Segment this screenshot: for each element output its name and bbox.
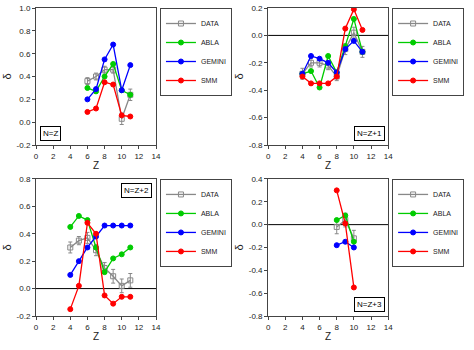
- svg-text:6: 6: [317, 152, 322, 161]
- svg-text:0: 0: [266, 152, 271, 161]
- svg-text:8: 8: [102, 323, 107, 332]
- svg-text:ABLA: ABLA: [433, 210, 451, 217]
- svg-text:δ: δ: [233, 244, 245, 250]
- svg-text:Z: Z: [325, 160, 331, 171]
- svg-text:6: 6: [317, 323, 322, 332]
- svg-text:6: 6: [85, 323, 90, 332]
- svg-text:DATA: DATA: [433, 20, 451, 27]
- svg-text:12: 12: [134, 152, 143, 161]
- svg-text:δ: δ: [1, 244, 13, 250]
- svg-text:12: 12: [367, 323, 376, 332]
- svg-text:8: 8: [334, 323, 339, 332]
- svg-text:0.2: 0.2: [251, 4, 263, 13]
- svg-text:GEMINI: GEMINI: [201, 229, 226, 236]
- svg-text:DATA: DATA: [433, 191, 451, 198]
- svg-text:0.0: 0.0: [19, 118, 31, 127]
- svg-text:ABLA: ABLA: [201, 39, 219, 46]
- svg-text:SMM: SMM: [201, 248, 218, 255]
- svg-text:-0.2: -0.2: [17, 141, 31, 150]
- svg-text:GEMINI: GEMINI: [201, 58, 226, 65]
- svg-text:0.0: 0.0: [251, 31, 263, 40]
- svg-text:-0.2: -0.2: [17, 312, 31, 321]
- svg-text:0.4: 0.4: [251, 175, 263, 184]
- svg-text:SMM: SMM: [433, 77, 450, 84]
- svg-text:0.4: 0.4: [19, 230, 31, 239]
- svg-text:-0.8: -0.8: [249, 141, 263, 150]
- svg-text:N=Z+3: N=Z+3: [357, 300, 382, 309]
- svg-text:-0.8: -0.8: [249, 312, 263, 321]
- svg-text:Z: Z: [93, 331, 99, 342]
- svg-text:N=Z+1: N=Z+1: [357, 129, 382, 138]
- svg-text:δ: δ: [1, 73, 13, 79]
- svg-text:-0.6: -0.6: [249, 289, 263, 298]
- svg-text:0.2: 0.2: [19, 257, 31, 266]
- svg-text:DATA: DATA: [201, 20, 219, 27]
- svg-text:8: 8: [102, 152, 107, 161]
- svg-text:-0.2: -0.2: [249, 59, 263, 68]
- svg-text:0.0: 0.0: [19, 284, 31, 293]
- svg-text:10: 10: [349, 323, 358, 332]
- svg-text:4: 4: [300, 152, 305, 161]
- svg-text:0: 0: [266, 323, 271, 332]
- svg-text:ABLA: ABLA: [433, 39, 451, 46]
- svg-text:8: 8: [334, 152, 339, 161]
- svg-text:0.6: 0.6: [19, 49, 31, 58]
- svg-text:1.0: 1.0: [19, 4, 31, 13]
- svg-text:0.8: 0.8: [19, 27, 31, 36]
- svg-text:-0.4: -0.4: [249, 266, 263, 275]
- svg-text:0.8: 0.8: [19, 175, 31, 184]
- svg-text:4: 4: [300, 323, 305, 332]
- svg-text:Z: Z: [325, 331, 331, 342]
- svg-text:δ: δ: [233, 73, 245, 79]
- svg-text:14: 14: [384, 152, 393, 161]
- svg-text:-0.6: -0.6: [249, 113, 263, 122]
- svg-text:2: 2: [51, 152, 56, 161]
- svg-text:2: 2: [283, 323, 288, 332]
- svg-text:-0.2: -0.2: [249, 243, 263, 252]
- svg-text:-0.4: -0.4: [249, 86, 263, 95]
- svg-text:GEMINI: GEMINI: [433, 229, 458, 236]
- svg-text:10: 10: [349, 152, 358, 161]
- svg-text:0: 0: [34, 152, 39, 161]
- svg-text:2: 2: [283, 152, 288, 161]
- svg-text:4: 4: [68, 323, 73, 332]
- svg-text:0.4: 0.4: [19, 72, 31, 81]
- svg-text:2: 2: [51, 323, 56, 332]
- svg-text:0.6: 0.6: [19, 202, 31, 211]
- svg-text:GEMINI: GEMINI: [433, 58, 458, 65]
- svg-text:12: 12: [134, 323, 143, 332]
- svg-text:ABLA: ABLA: [201, 210, 219, 217]
- svg-text:N=Z: N=Z: [43, 129, 58, 138]
- svg-text:14: 14: [152, 152, 161, 161]
- svg-text:DATA: DATA: [201, 191, 219, 198]
- svg-text:N=Z+2: N=Z+2: [124, 186, 149, 195]
- svg-text:SMM: SMM: [433, 248, 450, 255]
- svg-text:0.0: 0.0: [251, 220, 263, 229]
- svg-text:14: 14: [384, 323, 393, 332]
- svg-text:10: 10: [117, 323, 126, 332]
- svg-text:14: 14: [152, 323, 161, 332]
- svg-text:12: 12: [367, 152, 376, 161]
- svg-text:0: 0: [34, 323, 39, 332]
- svg-text:10: 10: [117, 152, 126, 161]
- svg-text:0.2: 0.2: [19, 95, 31, 104]
- svg-text:SMM: SMM: [201, 77, 218, 84]
- svg-text:Z: Z: [93, 160, 99, 171]
- svg-text:0.2: 0.2: [251, 198, 263, 207]
- svg-text:6: 6: [85, 152, 90, 161]
- svg-text:4: 4: [68, 152, 73, 161]
